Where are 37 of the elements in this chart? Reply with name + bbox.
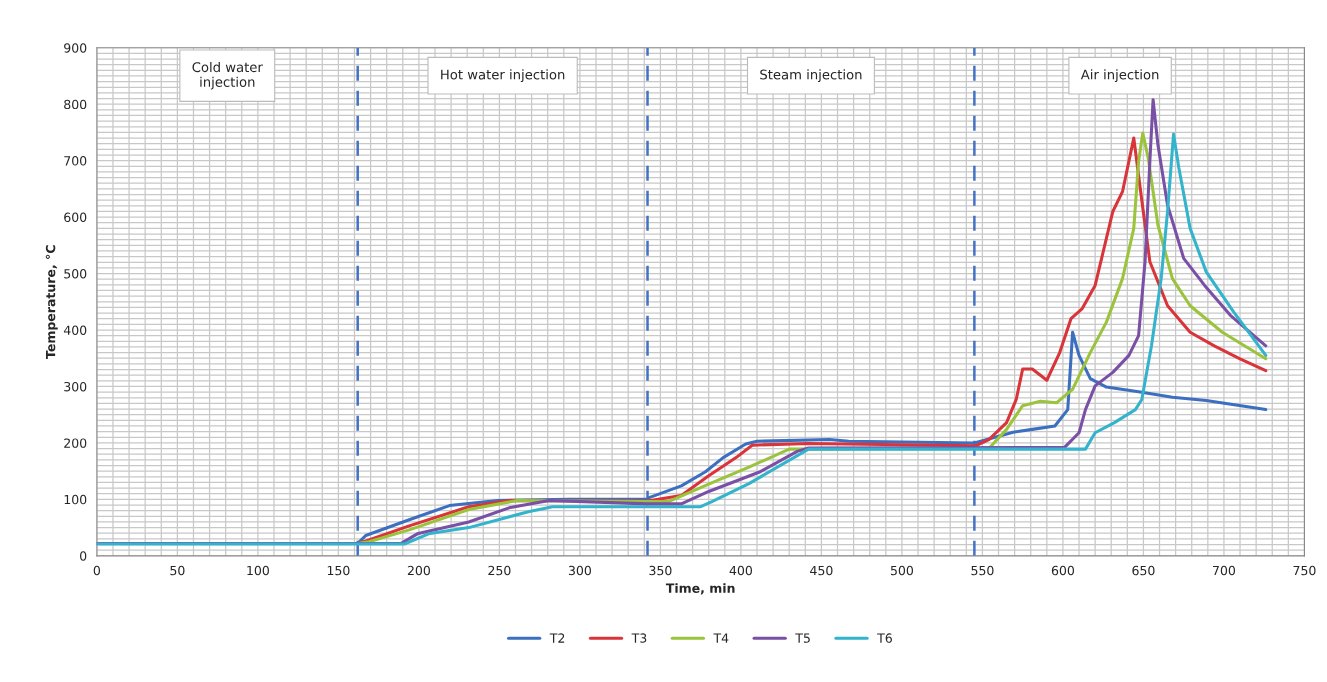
annotation: Cold water injection bbox=[192, 61, 263, 90]
annotation: Air injection bbox=[1080, 69, 1159, 83]
x-tick-label: 550 bbox=[971, 565, 994, 576]
x-tick-label: 300 bbox=[568, 565, 591, 576]
y-tick-label: 800 bbox=[64, 99, 87, 110]
x-tick-label: 400 bbox=[729, 565, 753, 576]
x-tick-label: 350 bbox=[649, 565, 672, 576]
legend-label: T4 bbox=[713, 633, 729, 643]
y-tick-label: 100 bbox=[64, 494, 87, 505]
x-tick-label: 0 bbox=[93, 565, 101, 576]
x-tick-label: 150 bbox=[327, 565, 350, 576]
annotation: Steam injection bbox=[760, 69, 862, 83]
x-tick-label: 500 bbox=[890, 565, 914, 576]
x-axis-title: Time, min bbox=[665, 583, 735, 595]
x-tick-label: 100 bbox=[247, 565, 269, 576]
x-tick-label: 600 bbox=[1051, 565, 1075, 576]
y-tick-label: 600 bbox=[64, 212, 87, 223]
y-tick-label: 300 bbox=[64, 381, 87, 392]
y-tick-label: 500 bbox=[64, 269, 87, 279]
y-tick-label: 900 bbox=[64, 43, 87, 53]
legend-label: T3 bbox=[631, 633, 647, 643]
annotation: Hot water injection bbox=[441, 69, 565, 83]
x-tick-label: 450 bbox=[810, 565, 833, 576]
y-tick-label: 0 bbox=[80, 551, 87, 561]
x-tick-label: 200 bbox=[407, 565, 430, 576]
x-tick-label: 650 bbox=[1132, 565, 1155, 576]
y-tick-label: 700 bbox=[64, 156, 87, 166]
legend-label: T2 bbox=[549, 633, 565, 643]
y-tick-label: 400 bbox=[63, 325, 87, 335]
x-tick-label: 50 bbox=[170, 565, 185, 576]
x-tick-label: 750 bbox=[1293, 565, 1316, 576]
x-tick-label: 700 bbox=[1213, 565, 1236, 576]
y-axis-title: Temperature, °C bbox=[45, 245, 58, 359]
x-tick-label: 250 bbox=[488, 565, 511, 576]
legend-label: T6 bbox=[877, 633, 892, 643]
legend-label: T5 bbox=[795, 633, 810, 643]
y-tick-label: 200 bbox=[64, 438, 87, 448]
